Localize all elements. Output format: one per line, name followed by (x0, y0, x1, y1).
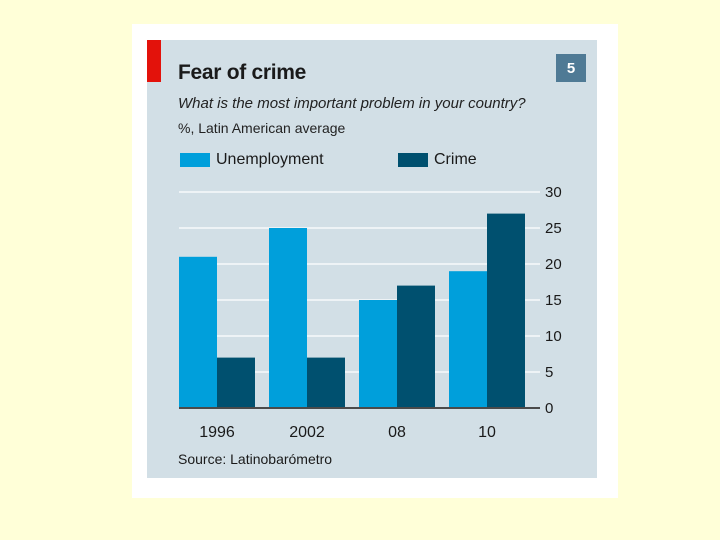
bar-crime-1996 (217, 357, 255, 408)
legend-unemployment: Unemployment (180, 151, 324, 169)
y-tick-label-0: 0 (545, 400, 553, 417)
bar-unemployment-10 (449, 271, 487, 408)
source-note: Source: Latinobarómetro (178, 451, 333, 467)
y-tick-label-25: 25 (545, 220, 562, 237)
x-tick-label-10: 10 (478, 424, 496, 441)
red-tag-accent (147, 40, 161, 82)
bar-unemployment-1996 (179, 256, 217, 408)
y-tick-label-30: 30 (545, 184, 562, 201)
chart-number-badge: 5 (556, 54, 586, 82)
y-tick-label-20: 20 (545, 256, 562, 273)
chart-subtitle: What is the most important problem in yo… (178, 95, 526, 112)
legend-swatch-unemployment (180, 153, 210, 167)
legend-swatch-crime (398, 153, 428, 167)
bar-unemployment-08 (359, 300, 397, 408)
chart-title: Fear of crime (178, 61, 306, 84)
x-tick-label-08: 08 (388, 424, 406, 441)
unit-note: %, Latin American average (178, 120, 346, 136)
bar-crime-08 (397, 285, 435, 408)
bar-crime-2002 (307, 357, 345, 408)
y-tick-label-10: 10 (545, 328, 562, 345)
legend-label-crime: Crime (434, 151, 477, 168)
x-tick-label-1996: 1996 (199, 424, 235, 441)
bar-crime-10 (487, 213, 525, 408)
legend-label-unemployment: Unemployment (216, 151, 324, 168)
legend-crime: Crime (398, 151, 477, 169)
y-tick-label-15: 15 (545, 292, 562, 309)
bar-unemployment-2002 (269, 228, 307, 408)
y-tick-label-5: 5 (545, 364, 553, 381)
x-tick-label-2002: 2002 (289, 424, 325, 441)
